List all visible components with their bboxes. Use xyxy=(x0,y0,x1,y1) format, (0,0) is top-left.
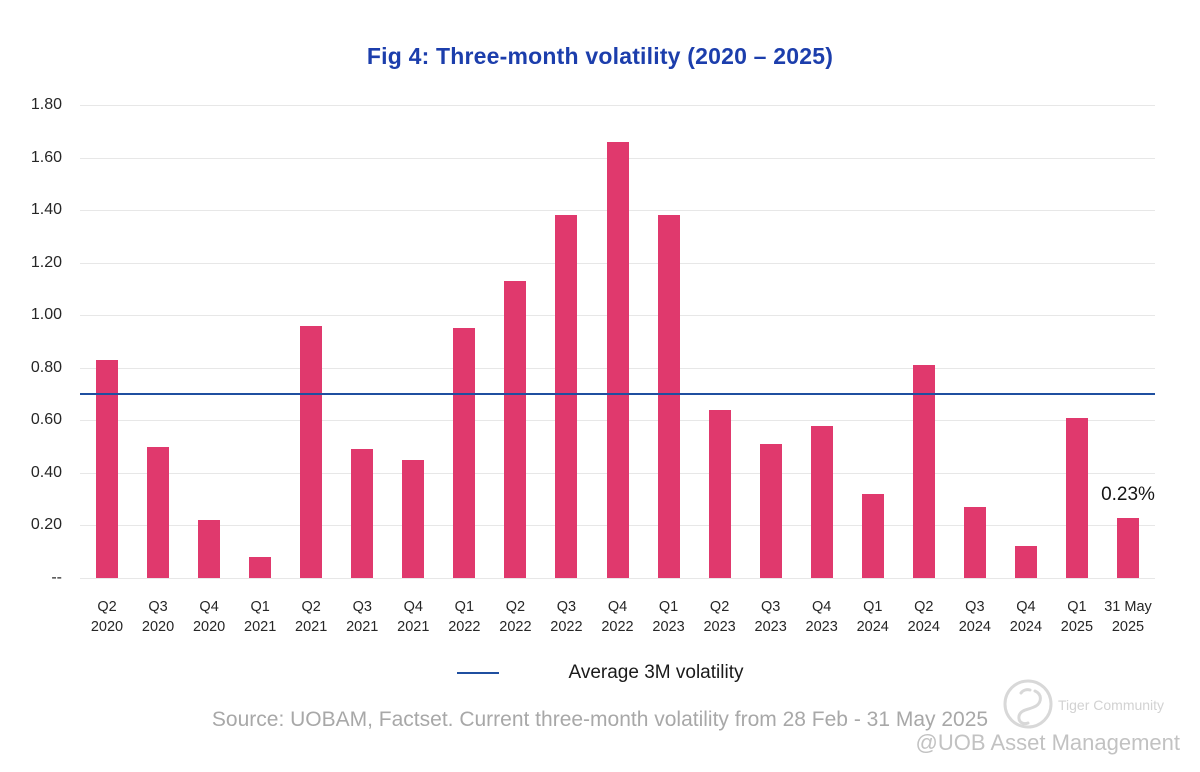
x-axis-label: Q4 2024 xyxy=(1009,599,1043,635)
bar-q3-2021 xyxy=(351,449,374,578)
bar-q2-2020 xyxy=(96,359,118,578)
chart-title: Fig 4: Three-month volatility (2020 – 20… xyxy=(366,43,834,69)
bar-q3-2023 xyxy=(759,443,782,578)
bar-q1-2023 xyxy=(657,215,680,578)
y-axis-label: 1.80 xyxy=(30,96,62,113)
y-axis-label: 0.60 xyxy=(30,411,62,429)
bar-q2-2023 xyxy=(708,409,731,578)
y-axis-label: 1.20 xyxy=(30,253,62,271)
legend: Average 3M volatility xyxy=(0,662,1200,684)
bar-q3-2020 xyxy=(147,446,170,578)
y-axis-label: 0.80 xyxy=(30,358,62,376)
x-axis-label: Q2 2024 xyxy=(907,599,940,635)
y-axis-label: 1.40 xyxy=(30,201,62,219)
bar-q4-2020 xyxy=(198,520,221,578)
y-axis-label: 1.60 xyxy=(30,148,62,166)
x-axis-label: Q1 2021 xyxy=(244,599,277,635)
x-axis-label: Q3 2024 xyxy=(958,599,991,635)
bar-q4-2022 xyxy=(606,141,629,578)
average-line xyxy=(80,393,1155,396)
bar-q1-2022 xyxy=(453,328,476,578)
x-axis-label: Q1 2024 xyxy=(856,599,889,635)
uob-asset-management-watermark: @UOB Asset Management xyxy=(915,730,1180,755)
x-axis-label: Q3 2020 xyxy=(141,599,175,635)
x-axis-label: Q1 2022 xyxy=(448,599,481,635)
gridline xyxy=(80,105,1155,106)
bar-q4-2021 xyxy=(402,459,425,578)
bar-q3-2022 xyxy=(555,215,578,578)
x-axis-label: Q4 2021 xyxy=(397,599,430,635)
legend-line-swatch xyxy=(456,672,499,674)
x-axis-label: 31 May 2025 xyxy=(1104,599,1152,635)
x-axis-label: Q4 2022 xyxy=(601,599,634,635)
x-axis-label: Q2 2023 xyxy=(703,599,736,635)
bar-q2-2021 xyxy=(300,325,323,578)
bar-q3-2024 xyxy=(963,507,986,578)
x-axis-label: Q2 2020 xyxy=(90,599,124,635)
legend-label: Average 3M volatility xyxy=(568,662,744,683)
tiger-community-watermark: Tiger Community xyxy=(1058,697,1165,713)
y-axis-label: -- xyxy=(51,569,62,586)
gridline xyxy=(80,578,1155,579)
x-axis-label: Q1 2023 xyxy=(652,599,685,635)
x-axis: Q2 2020 Q3 2020 Q4 2020 Q1 2021 Q2 2021 Q3 2021 Q4 20… xyxy=(80,597,1155,641)
current-volatility-label: 0.23% xyxy=(1101,484,1155,505)
bar-q2-2024 xyxy=(912,365,935,578)
plot-area: 0.23% xyxy=(80,105,1155,579)
bar-31-may-2025 xyxy=(1117,517,1139,578)
bar-q1-2025 xyxy=(1065,417,1088,578)
x-axis-label: Q3 2023 xyxy=(754,599,787,635)
x-axis-label: Q4 2020 xyxy=(192,599,226,635)
x-axis-label: Q2 2022 xyxy=(499,599,532,635)
x-axis-label: Q1 2025 xyxy=(1060,599,1094,635)
source-note: Source: UOBAM, Factset. Current three-mo… xyxy=(211,708,989,731)
x-axis-label: Q3 2022 xyxy=(550,599,583,635)
x-axis-label: Q3 2021 xyxy=(346,599,379,635)
bar-q4-2023 xyxy=(810,425,833,578)
bar-q4-2024 xyxy=(1014,546,1037,578)
y-axis: 1.80 1.60 1.40 1.20 1.00 0.80 0.60 0.40 0.20 -- xyxy=(0,96,62,586)
x-axis-label: Q2 2021 xyxy=(295,599,328,635)
x-axis-label: Q4 2023 xyxy=(805,599,838,635)
y-axis-label: 0.40 xyxy=(30,463,62,481)
tiger-community-logo-icon xyxy=(1001,678,1055,737)
y-axis-label: 0.20 xyxy=(30,516,62,534)
bar-q1-2024 xyxy=(861,493,884,578)
bar-q1-2021 xyxy=(249,556,272,578)
bar-q2-2022 xyxy=(504,281,527,578)
y-axis-label: 1.00 xyxy=(30,306,62,324)
